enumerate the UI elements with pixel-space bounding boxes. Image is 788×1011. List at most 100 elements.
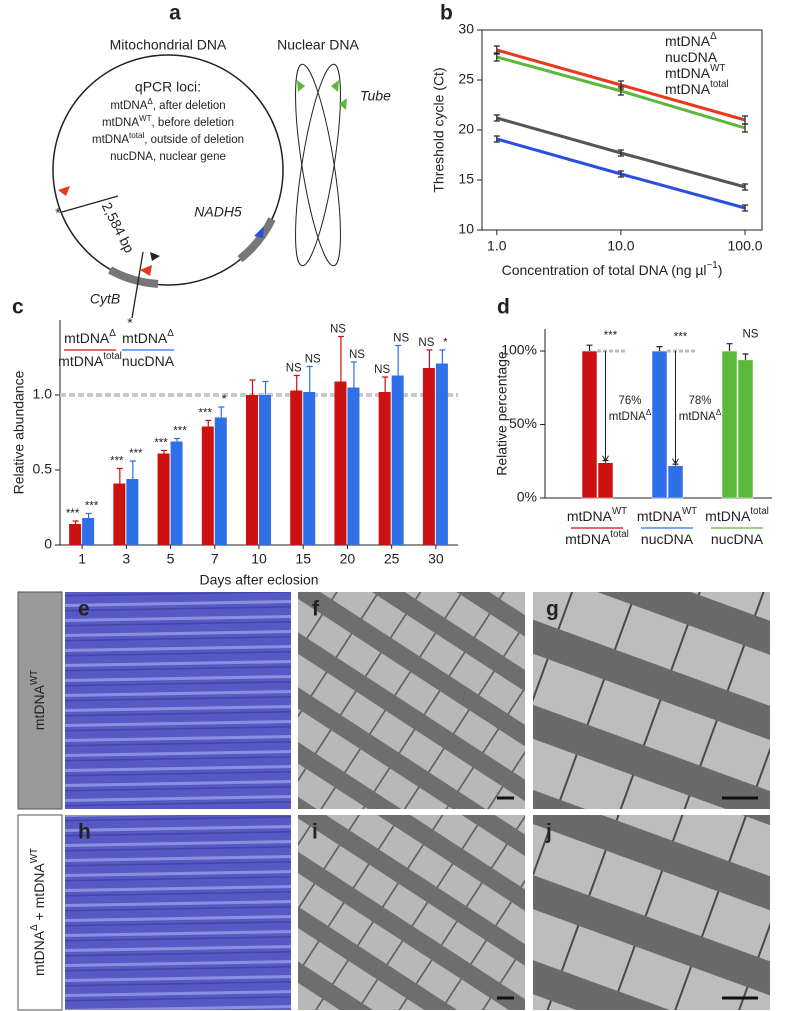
x-tick-label: 20 [340, 551, 356, 567]
breakpoint-line [131, 251, 144, 319]
text-part: , after deletion [153, 100, 226, 112]
superscript: Δ [29, 924, 40, 931]
x-tick-label: 5 [167, 551, 175, 567]
legend-entry: nucDNA [665, 49, 718, 65]
text-part: mtDNA [31, 863, 47, 909]
superscript: Δ [147, 97, 153, 106]
error-bar [426, 349, 433, 368]
text-part: , before deletion [152, 117, 234, 129]
significance: NS [305, 354, 321, 366]
x-tick-label: 15 [295, 551, 311, 567]
superscript: WT [710, 63, 725, 74]
deletion-size: 2,584 bp [99, 199, 138, 255]
significance: NS [330, 324, 346, 336]
superscript: total [103, 351, 122, 362]
error-bar [72, 520, 79, 524]
significance: NS [286, 363, 302, 375]
bar [82, 518, 95, 545]
significance: *** [85, 501, 99, 513]
primer [339, 98, 347, 110]
x-tick-label: 7 [211, 551, 219, 567]
legend-denominator: mtDNAtotal [58, 351, 122, 369]
text-part: mtDNA [705, 508, 751, 524]
panel-label: f [312, 598, 320, 621]
bar [170, 441, 183, 545]
superscript: total [710, 79, 729, 90]
x-tick-label: 30 [428, 551, 444, 567]
bar [246, 395, 258, 545]
text-part: ) [718, 262, 723, 278]
error-bar [726, 343, 733, 352]
x-axis-title: Days after eclosion [199, 572, 318, 588]
annotation: 76% [618, 395, 641, 407]
superscript: −1 [707, 260, 718, 271]
bar [201, 426, 214, 545]
y-axis-title: Relative percentage [494, 351, 510, 476]
panel-label: d [497, 296, 510, 319]
text-part: mtDNA [567, 508, 613, 524]
superscript: Δ [109, 328, 116, 339]
superscript: WT [682, 506, 697, 517]
panel-label: i [312, 821, 318, 844]
text-part: mtDNA [92, 134, 129, 146]
y-tick-label: 100% [501, 342, 537, 358]
loci-title: qPCR loci: [135, 79, 201, 95]
micrograph [533, 815, 770, 1010]
x-tick-label: 100.0 [728, 238, 763, 254]
y-tick-label: 20 [458, 121, 474, 137]
locus: nucDNA, nuclear gene [110, 151, 226, 163]
significance: *** [154, 438, 168, 450]
text-part: mtDNA [637, 508, 683, 524]
arrow [672, 351, 679, 465]
row-label: mtDNAΔ + mtDNAWT [29, 848, 47, 976]
superscript: WT [612, 506, 627, 517]
error-bar [85, 512, 92, 518]
annotation: mtDNAΔ [609, 408, 652, 423]
legend-numerator: mtDNAWT [567, 506, 627, 524]
legend-entry: mtDNAtotal [665, 79, 729, 97]
text-part: nucDNA [110, 151, 153, 163]
panel-label: b [440, 2, 453, 25]
legend-entry: mtDNAWT [665, 63, 725, 81]
error-bar [205, 419, 212, 427]
micrograph [298, 592, 525, 809]
error-bar [617, 149, 624, 157]
primer [297, 80, 305, 92]
annotation: 78% [688, 395, 711, 407]
y-tick-label: 1.0 [33, 386, 53, 402]
legend-numerator: mtDNAWT [637, 506, 697, 524]
y-axis-title: Relative abundance [11, 370, 27, 494]
x-tick-label: 3 [122, 551, 130, 567]
bar [259, 395, 271, 545]
superscript: WT [29, 848, 40, 863]
panel-label: e [78, 598, 90, 621]
locus: mtDNAtotal, outside of deletion [92, 131, 244, 146]
gene-label: NADH5 [194, 204, 242, 220]
locus: mtDNAΔ, after deletion [110, 97, 225, 112]
significance: *** [129, 448, 143, 460]
significance: * [443, 337, 448, 349]
micrograph [298, 815, 525, 1010]
error-bar [617, 170, 624, 178]
error-bar [116, 467, 123, 484]
primer [331, 80, 339, 92]
error-bar [742, 183, 749, 191]
primer [140, 265, 152, 276]
significance: *** [604, 330, 618, 342]
bar [157, 453, 170, 545]
bar [667, 465, 684, 499]
significance: *** [66, 508, 80, 520]
bar [435, 363, 448, 545]
significance: *** [110, 456, 124, 468]
micrograph [65, 815, 291, 1010]
panel-label: g [546, 598, 559, 621]
y-tick-label: 0.5 [33, 461, 53, 477]
bar [126, 479, 139, 545]
significance: *** [674, 332, 688, 344]
error-bar [262, 380, 269, 395]
error-bar [337, 335, 344, 382]
significance: NS [374, 364, 390, 376]
breakpoint-line [61, 195, 119, 213]
